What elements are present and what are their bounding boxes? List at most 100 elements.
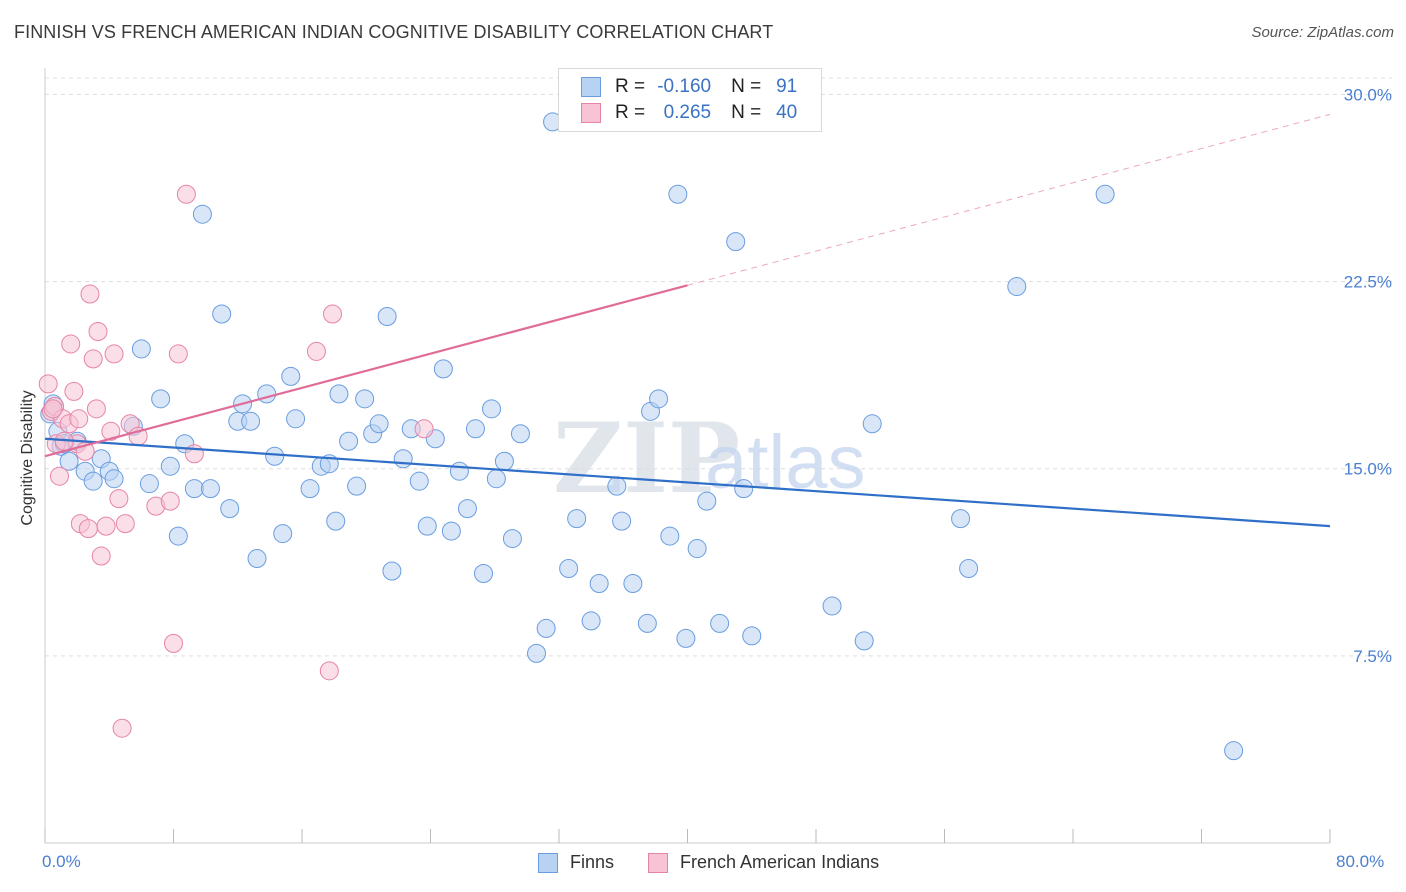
legend-row-french-american-indians: R = 0.265 N = 40 xyxy=(581,100,797,126)
chart-title: FINNISH VS FRENCH AMERICAN INDIAN COGNIT… xyxy=(14,22,774,42)
finns-point xyxy=(742,626,762,646)
y-tick-label: 7.5% xyxy=(1353,647,1392,666)
finns-point xyxy=(612,511,632,531)
finns-point xyxy=(607,476,627,496)
finns-point xyxy=(649,389,669,409)
finns-point xyxy=(220,499,240,519)
finns-swatch xyxy=(538,852,558,873)
finns-point xyxy=(734,479,754,499)
finns-point xyxy=(465,419,485,439)
french-american-indians-point xyxy=(91,546,111,566)
finns-point xyxy=(83,471,103,491)
finns-point xyxy=(726,232,746,252)
french-american-indians-point xyxy=(64,381,84,401)
french-american-indians-point xyxy=(96,516,116,536)
finns-point xyxy=(151,389,171,409)
french-american-indians-point xyxy=(160,491,180,511)
finns-point xyxy=(168,526,188,546)
legend-r-value: -0.160 xyxy=(657,76,712,97)
french-american-indians-trend-line xyxy=(44,284,688,458)
y-tick-label: 30.0% xyxy=(1344,85,1392,104)
finns-point xyxy=(393,449,413,469)
finns-point xyxy=(449,461,469,481)
finns-point xyxy=(139,474,159,494)
finns-point xyxy=(347,476,367,496)
legend-n-label: N = xyxy=(731,102,762,123)
finns-point xyxy=(377,306,397,326)
legend-row-finns: R = -0.160 N = 91 xyxy=(581,74,797,100)
french-american-indians-point xyxy=(414,419,434,439)
french-american-indians-point xyxy=(49,466,69,486)
finns-point xyxy=(281,366,301,386)
finns-point xyxy=(527,643,547,663)
finns-point xyxy=(104,469,124,489)
legend-n-value: 40 xyxy=(776,102,798,123)
finns-point xyxy=(457,499,477,519)
french-american-indians-point xyxy=(88,321,108,341)
x-tick-label-max: 80.0% xyxy=(1336,852,1385,871)
legend-item-french-american-indians[interactable]: French American Indians xyxy=(648,852,879,873)
french-american-indians-point xyxy=(319,661,339,681)
legend-r-label: R = xyxy=(615,76,646,97)
finns-point xyxy=(382,561,402,581)
finns-point xyxy=(433,359,453,379)
watermark-atlas: atlas xyxy=(705,420,866,505)
finns-point xyxy=(474,564,494,584)
finns-point xyxy=(660,526,680,546)
y-axis-label: Cognitive Disability xyxy=(19,390,36,526)
french-american-indians-point xyxy=(109,489,129,509)
finns-point xyxy=(536,618,556,638)
finns-point xyxy=(265,446,285,466)
french-american-indians-point xyxy=(61,334,81,354)
finns-point xyxy=(567,509,587,529)
finns-point xyxy=(369,414,389,434)
finns-point xyxy=(212,304,232,324)
legend-item-finns[interactable]: Finns xyxy=(538,852,614,873)
finns-point xyxy=(510,424,530,444)
finns-point xyxy=(329,384,349,404)
finns-point xyxy=(1224,741,1244,761)
finns-swatch xyxy=(581,77,601,97)
finns-point xyxy=(257,384,277,404)
correlation-legend: R = -0.160 N = 91 R = 0.265 N = 40 xyxy=(558,68,822,132)
french-american-indians-point xyxy=(306,341,326,361)
finns-point xyxy=(1095,184,1115,204)
french-american-indians-point xyxy=(83,349,103,369)
finns-point xyxy=(131,339,151,359)
finns-point xyxy=(710,613,730,633)
french-american-indians-point xyxy=(69,409,89,429)
finns-point xyxy=(300,479,320,499)
finns-point xyxy=(862,414,882,434)
finns-point xyxy=(637,613,657,633)
finns-point xyxy=(494,451,514,471)
finns-point xyxy=(339,431,359,451)
finns-point xyxy=(589,573,609,593)
french-american-indians-point xyxy=(78,519,98,539)
french-american-indians-point xyxy=(323,304,343,324)
trend-lines xyxy=(44,113,1331,528)
french-american-indians-point xyxy=(86,399,106,419)
french-american-indians-point xyxy=(115,514,135,534)
finns-point xyxy=(192,204,212,224)
finns-point xyxy=(247,549,267,569)
french-american-indians-point xyxy=(168,344,188,364)
finns-point xyxy=(1007,277,1027,297)
legend-label-finns: Finns xyxy=(570,852,615,872)
finns-point xyxy=(623,573,643,593)
series-french-american-indians xyxy=(38,112,598,738)
french-american-indians-point xyxy=(164,633,183,653)
finns-point xyxy=(502,529,522,549)
legend-n-value: 91 xyxy=(776,76,798,97)
finns-point xyxy=(200,479,220,499)
legend-r-value: 0.265 xyxy=(663,102,712,123)
french-american-indians-trend-line-extension xyxy=(687,113,1331,286)
finns-trend-line xyxy=(44,437,1331,528)
finns-point xyxy=(160,456,180,476)
y-tick-label: 22.5% xyxy=(1344,273,1392,292)
legend-n-label: N = xyxy=(731,76,762,97)
finns-point xyxy=(822,596,842,616)
legend-r-label: R = xyxy=(615,102,646,123)
finns-point xyxy=(409,471,429,491)
finns-point xyxy=(273,524,293,544)
